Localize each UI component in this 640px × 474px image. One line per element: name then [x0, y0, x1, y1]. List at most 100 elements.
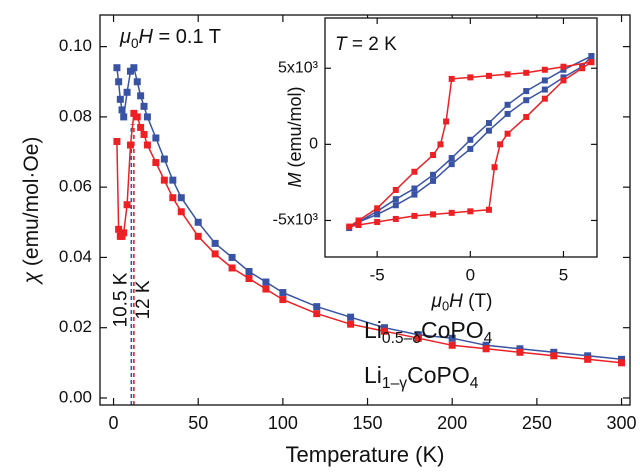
data-point: [618, 355, 626, 363]
data-point: [355, 222, 362, 229]
data-point: [392, 215, 399, 222]
data-point: [485, 120, 492, 127]
data-point: [211, 239, 219, 247]
data-point: [448, 334, 456, 342]
data-point: [497, 141, 504, 148]
data-point: [437, 141, 444, 148]
main-plot: 10.5 K 12 K μ0H = 0.1 T: [99, 14, 631, 406]
y-tick-label: 0: [309, 136, 318, 153]
inset-plot: T = 2 K: [324, 17, 598, 258]
data-point: [113, 137, 121, 145]
x-tick-label: 300: [607, 413, 637, 433]
transition-label: 12 K: [133, 280, 154, 319]
data-point: [123, 201, 131, 209]
data-point: [355, 217, 362, 224]
data-point: [550, 352, 558, 360]
data-point: [467, 74, 474, 81]
annotation: T = 2 K: [335, 34, 397, 55]
y-tick-label: 0.06: [59, 177, 92, 196]
data-point: [392, 202, 399, 209]
data-point: [504, 101, 511, 108]
data-point: [411, 185, 418, 192]
data-point: [177, 194, 185, 202]
y-tick-label: 0.04: [59, 247, 92, 266]
data-point: [160, 155, 168, 163]
data-point: [584, 355, 592, 363]
data-point: [152, 134, 160, 142]
data-point: [541, 77, 548, 84]
data-point: [133, 78, 141, 86]
data-point: [115, 78, 123, 86]
data-point: [448, 341, 456, 349]
data-point: [130, 109, 138, 117]
y-tick-label: 0.00: [59, 387, 92, 406]
data-point: [523, 97, 530, 104]
data-point: [485, 206, 492, 213]
data-point: [126, 67, 134, 75]
data-point: [137, 92, 145, 100]
data-point: [588, 53, 595, 60]
data-point: [448, 209, 455, 216]
data-point: [618, 359, 626, 367]
data-point: [245, 275, 253, 283]
x-tick-label: 0: [466, 265, 475, 284]
data-point: [374, 218, 381, 225]
data-point: [414, 334, 422, 342]
data-point: [140, 102, 148, 110]
y-axis-label: χ (emu/mol·Oe): [20, 137, 43, 286]
data-point: [560, 77, 567, 84]
data-point: [143, 113, 151, 121]
x-axis-label: Temperature (K): [286, 442, 445, 467]
transition-label: 10.5 K: [110, 272, 131, 327]
data-point: [491, 164, 498, 171]
x-tick-label: 50: [188, 413, 208, 433]
x-tick-label: 200: [437, 413, 467, 433]
data-point: [120, 229, 128, 237]
data-point: [279, 296, 287, 304]
data-point: [579, 65, 586, 72]
data-point: [262, 278, 270, 286]
data-point: [245, 267, 253, 275]
data-point: [443, 118, 450, 125]
data-point: [584, 352, 592, 360]
data-point: [347, 313, 355, 321]
data-point: [118, 232, 126, 240]
data-point: [140, 130, 148, 138]
data-point: [126, 141, 134, 149]
y-tick-label: 5x10³: [278, 59, 319, 76]
data-point: [130, 64, 138, 72]
data-point: [169, 194, 177, 202]
data-point: [430, 177, 437, 184]
data-point: [279, 289, 287, 297]
data-point: [485, 72, 492, 79]
legend-entry: Li0.5–δCoPO4: [364, 317, 493, 347]
y-tick-label: -5x10³: [273, 212, 319, 229]
data-point: [523, 88, 530, 95]
data-point: [588, 59, 595, 66]
data-point: [133, 113, 141, 121]
data-point: [346, 223, 353, 230]
data-point: [177, 208, 185, 216]
data-point: [411, 212, 418, 219]
data-point: [482, 345, 490, 353]
data-point: [414, 331, 422, 339]
x-axis-label: μ0H (T): [431, 291, 493, 314]
data-point: [467, 208, 474, 215]
data-point: [118, 106, 126, 114]
x-tick-label: 150: [353, 413, 383, 433]
y-tick-label: 0.08: [59, 106, 92, 125]
data-point: [120, 113, 128, 121]
data-point: [152, 159, 160, 167]
data-point: [523, 113, 530, 120]
data-point: [411, 168, 418, 175]
data-point: [160, 176, 168, 184]
legend-entry: Li1–γCoPO4: [364, 362, 479, 392]
data-point: [516, 345, 524, 353]
data-point: [374, 205, 381, 212]
x-tick-label: 250: [522, 413, 552, 433]
data-point: [143, 141, 151, 149]
data-point: [313, 310, 321, 318]
data-point: [504, 110, 511, 117]
x-tick-label: 0: [109, 413, 119, 433]
